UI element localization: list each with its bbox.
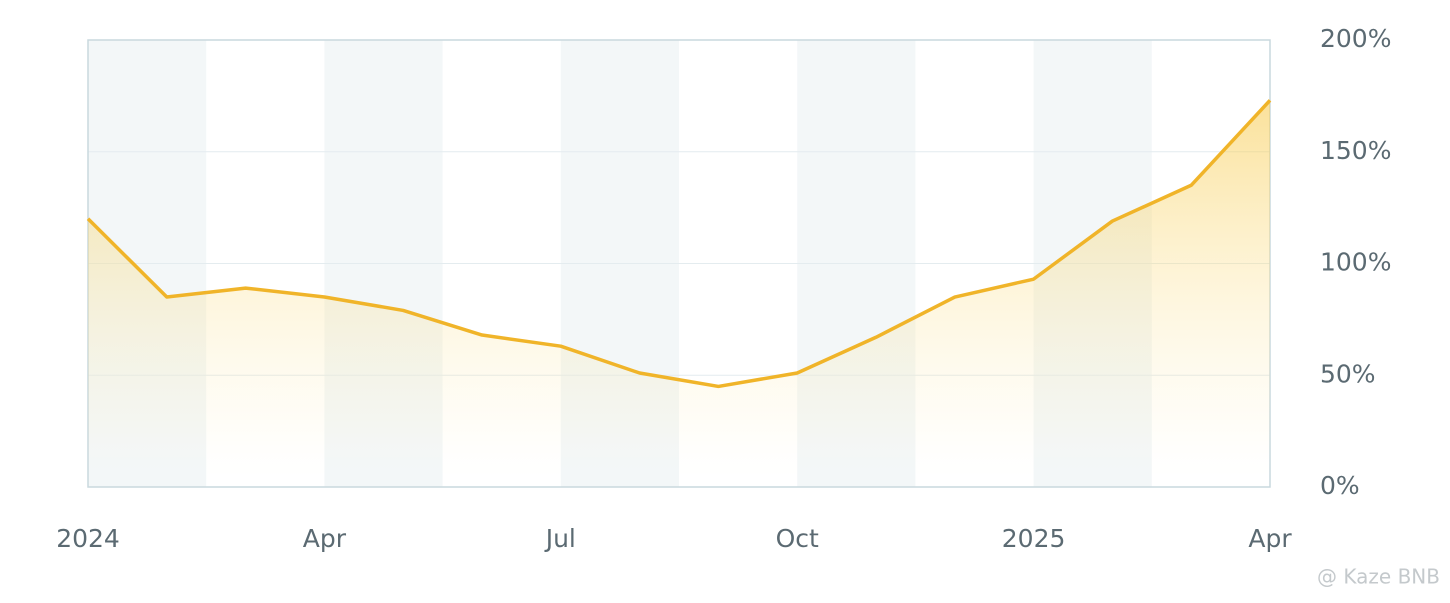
x-tick-label: 2025 [1002,524,1066,553]
x-tick-label: Apr [303,524,347,553]
y-tick-label: 100% [1320,248,1391,277]
y-tick-label: 150% [1320,136,1391,165]
watermark: @ Kaze BNB [1317,565,1440,589]
line [86,99,1272,389]
x-tick-label: Apr [1248,524,1292,553]
x-tick-label: 2024 [56,524,120,553]
area [88,100,1270,487]
y-tick-label: 50% [1320,359,1376,388]
y-tick-label: 0% [1320,471,1360,500]
x-tick-label: Jul [544,524,576,553]
y-tick-label: 200% [1320,24,1391,53]
x-tick-label: Oct [776,524,819,553]
